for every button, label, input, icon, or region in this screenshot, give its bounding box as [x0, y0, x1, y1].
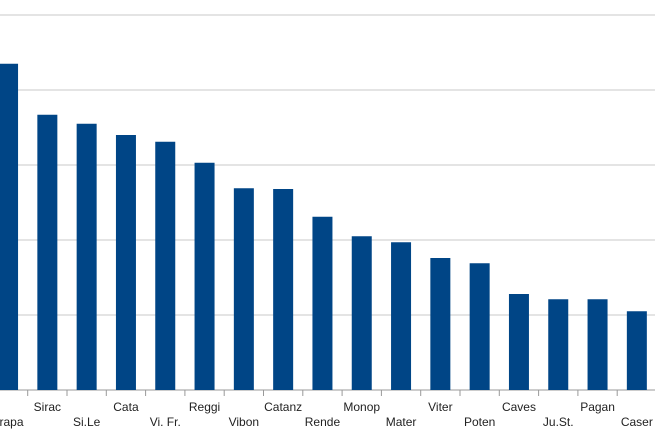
bar: [351, 236, 372, 390]
x-tick-label: Si.Le: [73, 415, 101, 429]
bar: [469, 263, 490, 390]
bar: [155, 141, 176, 390]
x-tick-label: Monop: [343, 400, 380, 414]
x-tick-label: Poten: [464, 415, 495, 429]
x-tick-label: Trapa: [0, 415, 24, 429]
bar: [391, 242, 412, 390]
x-tick-label: Pagan: [580, 400, 615, 414]
x-tick-label: Reggi: [189, 400, 220, 414]
x-tick-label: Vi. Fr.: [150, 415, 181, 429]
bar: [587, 299, 608, 390]
x-tick-label: Vibon: [229, 415, 259, 429]
bar: [0, 63, 19, 390]
bar: [626, 311, 647, 390]
bar: [115, 135, 136, 390]
bar: [194, 162, 215, 390]
x-tick-label: Viter: [428, 400, 452, 414]
x-tick-label: Sirac: [34, 400, 61, 414]
bar: [273, 189, 294, 390]
bar: [430, 258, 451, 390]
x-tick-label: Caser: [621, 415, 653, 429]
bar: [76, 123, 97, 390]
bar: [508, 294, 529, 390]
x-tick-label: Mater: [386, 415, 417, 429]
bar: [37, 114, 58, 390]
bar: [233, 188, 254, 390]
x-tick-label: Rende: [305, 415, 341, 429]
x-tick-label: Cata: [113, 400, 139, 414]
bar: [312, 216, 333, 390]
bar: [548, 299, 569, 390]
x-tick-label: Catanz: [264, 400, 302, 414]
x-tick-label: Caves: [502, 400, 536, 414]
x-tick-label: Ju.St.: [543, 415, 574, 429]
